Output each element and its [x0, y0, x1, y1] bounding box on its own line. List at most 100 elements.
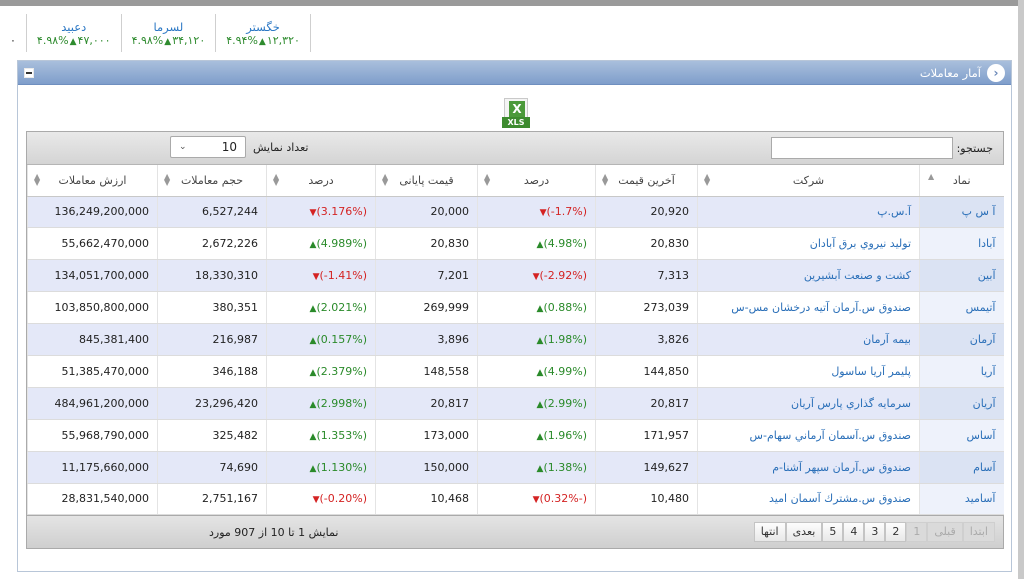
cell-close-price: 7,201 — [375, 259, 478, 293]
data-table-container: جستجو: تعداد نمایش ⌄ 10 نماد ▲ شرکت ▲ ▼ آخر… — [26, 131, 1004, 549]
table-row[interactable]: آسام صندوق س.آرمان سپهر آشنا-م 149,627 ▲(1.… — [27, 451, 1004, 484]
cell-volume: 23,296,420 — [157, 387, 267, 420]
cell-last-pct: ▼(-1.7%) — [477, 196, 596, 229]
cell-symbol[interactable]: آساس — [919, 419, 1004, 452]
cell-company[interactable]: پليمر آريا ساسول — [697, 355, 920, 388]
column-header-close-price[interactable]: قیمت پایانی ▲ ▼ — [375, 165, 478, 197]
ticker-item[interactable]: دعبید ۴.۹۸%▲۴۷,۰۰۰ — [27, 14, 122, 52]
table-info: نمایش 1 تا 10 از 907 مورد — [209, 526, 339, 539]
cell-symbol[interactable]: آتیمس — [919, 291, 1004, 325]
ticker-name[interactable]: لسرما — [153, 19, 184, 34]
cell-volume: 216,987 — [157, 323, 267, 356]
pager-page-5[interactable]: 5 — [822, 522, 844, 542]
ticker-item[interactable]: خگستر ۴.۹۴%▲۱۲,۳۲۰ — [216, 14, 311, 52]
column-header-close-pct[interactable]: درصد ▲ ▼ — [266, 165, 376, 197]
arrow-up-icon: ▲ — [536, 304, 544, 315]
cell-company[interactable]: صندوق س.آسمان آرماني سهام-س — [697, 419, 920, 452]
cell-company[interactable]: صندوق س.آرمان سپهر آشنا-م — [697, 451, 920, 484]
ticker-pct: ۴.۹۸% — [131, 33, 164, 47]
pager-page-1[interactable]: 1 — [906, 522, 928, 542]
export-excel-button[interactable]: X XLS — [502, 98, 530, 130]
sort-icon: ▲ ▼ — [164, 172, 171, 187]
pager-next[interactable]: بعدی — [785, 522, 823, 542]
arrow-up-icon: ▲ — [309, 304, 317, 315]
arrow-up-icon: ▲ — [536, 431, 544, 442]
cell-value: 55,968,790,000 — [27, 419, 158, 452]
cell-symbol[interactable]: آریان — [919, 387, 1004, 420]
table-row[interactable]: آبادا توليد نيروي برق آبادان 20,830 ▲(4.98%… — [27, 227, 1004, 261]
arrow-up-icon: ▲ — [536, 367, 544, 378]
arrow-up-icon: ▲ — [536, 463, 544, 474]
cell-company[interactable]: سرمايه گذاري پارس آريان — [697, 387, 920, 420]
cell-company[interactable]: صندوق س.مشترك آسمان اميد — [697, 483, 920, 516]
pager-previous[interactable]: قبلی — [927, 522, 963, 542]
column-header-symbol[interactable]: نماد ▲ — [919, 165, 1004, 197]
column-header-last-price[interactable]: آخرین قیمت ▲ ▼ — [595, 165, 698, 197]
table-row[interactable]: آبین كشت و صنعت آبشيرين 7,313 ▼(-2.92%) 7,20… — [27, 259, 1004, 293]
table-row[interactable]: آرمان بيمه آرمان 3,826 ▲(1.98%) 3,896 ▲(0.157… — [27, 323, 1004, 356]
cell-symbol[interactable]: آسامید — [919, 483, 1004, 516]
cell-last-pct: ▲(1.96%) — [477, 419, 596, 452]
pager-page-4[interactable]: 4 — [843, 522, 865, 542]
panel-title: آمار معاملات — [919, 65, 981, 80]
page-size-label: تعداد نمایش — [253, 141, 309, 154]
cell-last-pct: ▼(-2.92%) — [477, 259, 596, 293]
cell-company[interactable]: توليد نيروي برق آبادان — [697, 227, 920, 261]
pager-last[interactable]: انتها — [753, 522, 786, 542]
cell-symbol[interactable]: آبادا — [919, 227, 1004, 261]
pager-first[interactable]: ابتدا — [962, 522, 995, 542]
arrow-down-icon: ▼ — [539, 208, 547, 219]
pager-page-3[interactable]: 3 — [864, 522, 886, 542]
cell-value: 51,385,470,000 — [27, 355, 158, 388]
column-header-last-pct[interactable]: درصد ▲ ▼ — [477, 165, 596, 197]
search-input[interactable] — [771, 137, 953, 159]
ticker-name[interactable]: دعبید — [61, 19, 87, 34]
table-row[interactable]: آریا پليمر آريا ساسول 144,850 ▲(4.99%) 148,5… — [27, 355, 1004, 388]
cell-company[interactable]: بيمه آرمان — [697, 323, 920, 356]
cell-symbol[interactable]: آبین — [919, 259, 1004, 293]
cell-symbol[interactable]: آسام — [919, 451, 1004, 484]
page-size-select[interactable]: ⌄ 10 — [170, 136, 246, 158]
cell-close-price: 173,000 — [375, 419, 478, 452]
pager-page-2[interactable]: 2 — [885, 522, 907, 542]
sort-icon: ▲ ▼ — [382, 172, 389, 187]
panel-header: ‹ آمار معاملات — [18, 61, 1011, 85]
table-row[interactable]: آسامید صندوق س.مشترك آسمان اميد 10,480 ▼(0.… — [27, 483, 1004, 516]
cell-company[interactable]: كشت و صنعت آبشيرين — [697, 259, 920, 293]
cell-value: 11,175,660,000 — [27, 451, 158, 484]
ticker-item-edge: ۰ — [10, 14, 27, 52]
arrow-up-icon: ▲ — [536, 336, 544, 346]
ticker-item[interactable]: لسرما ۴.۹۸%▲۳۴,۱۲۰ — [122, 14, 217, 52]
cell-symbol[interactable]: آرمان — [919, 323, 1004, 356]
column-header-company[interactable]: شرکت ▲ ▼ — [697, 165, 920, 197]
cell-last-pct: ▼(0.32%-) — [477, 483, 596, 516]
cell-symbol[interactable]: آ س پ — [919, 196, 1004, 229]
chevron-down-icon: ⌄ — [179, 142, 187, 152]
ticker-strip: ۰ دعبید ۴.۹۸%▲۴۷,۰۰۰ لسرما ۴.۹۸%▲۳۴,۱۲۰ … — [10, 14, 311, 52]
cell-volume: 18,330,310 — [157, 259, 267, 293]
table-row[interactable]: آتیمس صندوق س.آرمان آتيه درخشان مس-س 273,0… — [27, 291, 1004, 325]
arrow-up-icon: ▲ — [309, 431, 317, 442]
collapse-icon[interactable] — [24, 67, 34, 78]
cell-last-price: 20,817 — [595, 387, 698, 420]
table-row[interactable]: آ س پ آ.س.پ 20,920 ▼(-1.7%) 20,000 ▼(3.176%) 6… — [27, 196, 1004, 229]
cell-value: 28,831,540,000 — [27, 483, 158, 516]
chevron-circle-icon[interactable]: ‹ — [987, 63, 1005, 82]
cell-company[interactable]: صندوق س.آرمان آتيه درخشان مس-س — [697, 291, 920, 325]
arrow-up-icon: ▲ — [258, 36, 266, 47]
cell-close-pct: ▼(-0.20%) — [266, 483, 376, 516]
column-header-volume[interactable]: حجم معاملات ▲ ▼ — [157, 165, 267, 197]
cell-value: 136,249,200,000 — [27, 196, 158, 229]
column-header-value[interactable]: ارزش معاملات ▲ ▼ — [27, 165, 158, 197]
cell-close-price: 20,000 — [375, 196, 478, 229]
cell-volume: 6,527,244 — [157, 196, 267, 229]
table-row[interactable]: آساس صندوق س.آسمان آرماني سهام-س 171,957 ▲(… — [27, 419, 1004, 452]
cell-close-price: 150,000 — [375, 451, 478, 484]
cell-last-price: 20,830 — [595, 227, 698, 261]
table-row[interactable]: آریان سرمايه گذاري پارس آريان 20,817 ▲(2.99… — [27, 387, 1004, 420]
ticker-name[interactable]: خگستر — [246, 19, 280, 34]
cell-last-pct: ▲(0.88%) — [477, 291, 596, 325]
cell-company[interactable]: آ.س.پ — [697, 196, 920, 229]
cell-symbol[interactable]: آریا — [919, 355, 1004, 388]
cell-close-pct: ▲(1.130%) — [266, 451, 376, 484]
